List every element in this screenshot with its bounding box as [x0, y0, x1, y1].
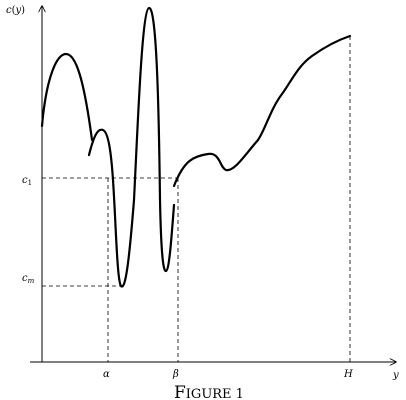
H-label: H [343, 369, 353, 380]
curve-segment-3 [172, 34, 352, 188]
c1-label: c1 [22, 175, 32, 187]
y-axis-label: c(y) [6, 5, 25, 16]
x-axis-label: y [392, 370, 399, 381]
alpha-label: α [103, 369, 110, 380]
beta-label: β [172, 369, 179, 380]
curve-segment-1 [40, 52, 94, 142]
curve-segment-2 [87, 6, 176, 288]
figure-caption: FIGURE 1 [174, 383, 244, 400]
cm-label: cm [22, 273, 35, 285]
